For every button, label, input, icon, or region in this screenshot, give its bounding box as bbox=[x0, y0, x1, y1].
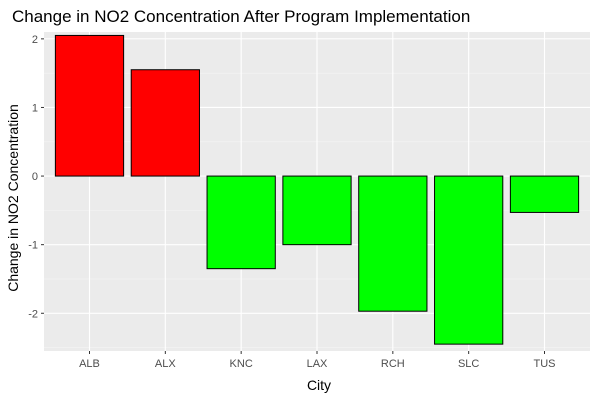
bars bbox=[54, 34, 580, 345]
x-tick-label-slc: SLC bbox=[458, 358, 479, 370]
x-axis: ALB ALX KNC LAX RCH SLC TUS bbox=[79, 351, 556, 370]
bar-rch bbox=[358, 175, 428, 312]
x-tick-label-alb: ALB bbox=[79, 358, 100, 370]
x-tick-label-rch: RCH bbox=[381, 358, 405, 370]
x-tick-label-knc: KNC bbox=[230, 358, 253, 370]
bar-alb bbox=[54, 34, 125, 177]
x-axis-title: City bbox=[307, 377, 331, 393]
y-axis: -2 -1 0 1 2 bbox=[28, 34, 44, 320]
y-tick-label: -1 bbox=[28, 240, 38, 252]
y-tick-label: 0 bbox=[32, 171, 38, 183]
bar-alx bbox=[130, 69, 200, 177]
y-axis-title: Change in NO2 Concentration bbox=[5, 104, 21, 292]
y-tick-label: 1 bbox=[32, 102, 38, 114]
x-tick-label-lax: LAX bbox=[307, 358, 328, 370]
bar-tus bbox=[509, 175, 580, 213]
y-tick-label: -2 bbox=[28, 308, 38, 320]
y-tick-label: 2 bbox=[32, 34, 38, 46]
x-tick-label-alx: ALX bbox=[155, 358, 176, 370]
bar-lax bbox=[282, 175, 352, 246]
bar-knc bbox=[206, 175, 276, 270]
x-tick-label-tus: TUS bbox=[534, 358, 556, 370]
chart-title: Change in NO2 Concentration After Progra… bbox=[12, 7, 470, 26]
bar-slc bbox=[434, 175, 504, 345]
